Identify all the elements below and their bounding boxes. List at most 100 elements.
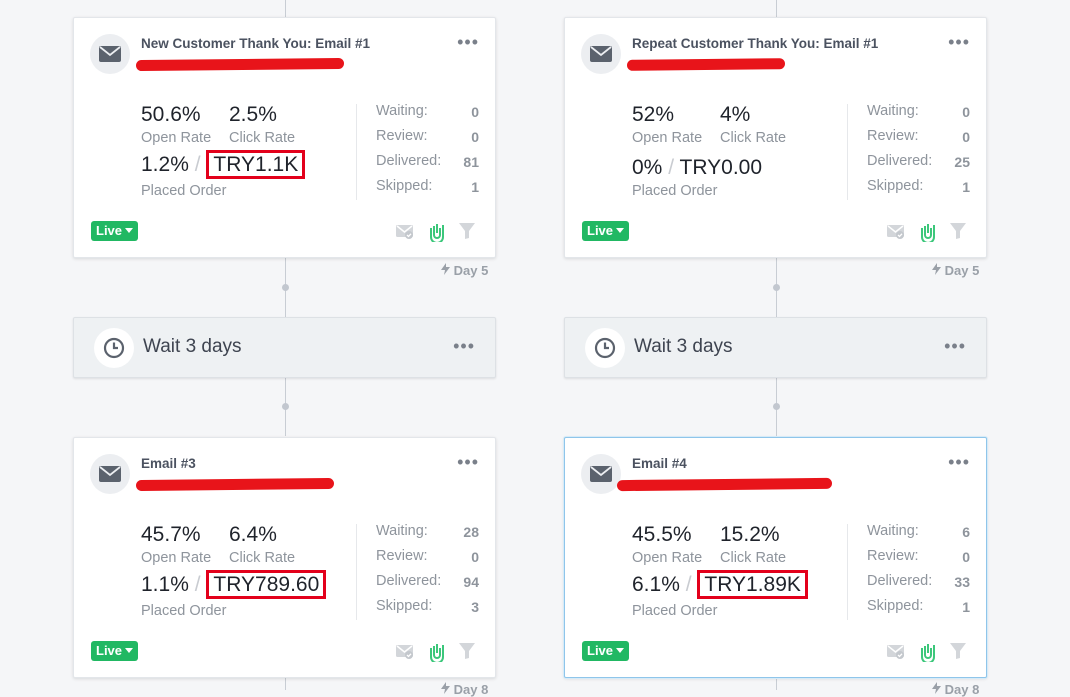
placed-order-metric: 0% / TRY0.00 — [632, 156, 762, 180]
more-icon[interactable]: ••• — [948, 32, 970, 52]
live-status-dropdown[interactable]: Live — [582, 641, 630, 661]
mail-check-icon[interactable] — [396, 642, 414, 660]
flow-connector — [285, 678, 286, 690]
link-icon[interactable] — [428, 642, 446, 664]
email-card-repeat-customer[interactable]: Repeat Customer Thank You: Email #1 ••• … — [564, 17, 987, 258]
email-card-new-customer[interactable]: New Customer Thank You: Email #1 ••• 50.… — [73, 17, 496, 258]
stat-label-delivered: Delivered: — [376, 153, 442, 169]
stat-value-delivered: 81 — [463, 154, 479, 170]
placed-order-revenue: TRY789.60 — [206, 570, 327, 599]
separator: / — [194, 573, 201, 596]
stat-label-review: Review: — [867, 548, 919, 564]
stat-value-waiting: 6 — [962, 524, 970, 540]
mail-icon — [581, 454, 621, 494]
link-icon[interactable] — [919, 222, 937, 244]
open-rate-label: Open Rate — [141, 550, 212, 566]
stat-label-skipped: Skipped: — [376, 178, 433, 194]
lightning-icon — [441, 263, 450, 278]
caret-down-icon — [125, 228, 134, 233]
open-rate-label: Open Rate — [141, 130, 212, 146]
live-status-dropdown[interactable]: Live — [582, 221, 630, 241]
redacted-subject — [135, 477, 335, 492]
click-rate-value: 6.4% — [229, 523, 277, 546]
email-card-email-4[interactable]: Email #4 ••• 45.5% Open Rate 15.2% Click… — [564, 437, 987, 678]
separator: / — [685, 573, 692, 596]
lightning-icon — [932, 263, 941, 278]
open-rate-value: 45.7% — [141, 523, 201, 546]
placed-order-metric: 6.1% / TRY1.89K — [632, 570, 808, 599]
redacted-subject — [626, 58, 786, 71]
more-icon[interactable]: ••• — [944, 336, 966, 356]
filter-icon[interactable] — [458, 642, 476, 660]
open-rate-value: 45.5% — [632, 523, 692, 546]
stat-value-review: 0 — [471, 129, 479, 145]
placed-order-percent: 0% — [632, 156, 663, 179]
placed-order-percent: 1.2% — [141, 153, 189, 176]
stat-value-delivered: 33 — [954, 574, 970, 590]
divider — [847, 104, 848, 200]
filter-icon[interactable] — [949, 642, 967, 660]
wait-label: Wait 3 days — [143, 336, 242, 357]
clock-icon — [585, 328, 625, 368]
delay-day-label: Day 5 — [932, 263, 979, 278]
connector-dot — [773, 284, 780, 291]
placed-order-metric: 1.2% / TRY1.1K — [141, 150, 306, 179]
stat-label-waiting: Waiting: — [867, 523, 919, 539]
stat-label-waiting: Waiting: — [376, 523, 428, 539]
lightning-icon — [441, 682, 450, 697]
email-title[interactable]: Email #4 — [632, 456, 687, 471]
live-status-dropdown[interactable]: Live — [91, 221, 139, 241]
filter-icon[interactable] — [458, 222, 476, 240]
mail-icon — [581, 34, 621, 74]
status-label: Live — [96, 643, 123, 658]
mail-check-icon[interactable] — [396, 222, 414, 240]
day-value: Day 5 — [453, 263, 489, 278]
flow-connector — [285, 0, 286, 17]
mail-check-icon[interactable] — [887, 642, 905, 660]
stat-label-review: Review: — [867, 128, 919, 144]
more-icon[interactable]: ••• — [457, 32, 479, 52]
more-icon[interactable]: ••• — [457, 452, 479, 472]
redacted-subject — [135, 57, 345, 72]
stat-value-waiting: 0 — [471, 104, 479, 120]
wait-step[interactable]: Wait 3 days ••• — [73, 317, 496, 378]
open-rate-value: 50.6% — [141, 103, 201, 126]
clock-icon — [94, 328, 134, 368]
link-icon[interactable] — [919, 642, 937, 664]
placed-order-metric: 1.1% / TRY789.60 — [141, 570, 327, 599]
stat-label-waiting: Waiting: — [376, 103, 428, 119]
redacted-subject — [616, 477, 833, 492]
stat-label-skipped: Skipped: — [867, 598, 924, 614]
stat-value-review: 0 — [962, 129, 970, 145]
stat-label-skipped: Skipped: — [867, 178, 924, 194]
open-rate-value: 52% — [632, 103, 675, 126]
caret-down-icon — [125, 648, 134, 653]
mail-icon — [90, 454, 130, 494]
click-rate-label: Click Rate — [720, 130, 787, 146]
email-title[interactable]: Email #3 — [141, 456, 196, 471]
live-status-dropdown[interactable]: Live — [91, 641, 139, 661]
email-card-email-3[interactable]: Email #3 ••• 45.7% Open Rate 6.4% Click … — [73, 437, 496, 678]
wait-step[interactable]: Wait 3 days ••• — [564, 317, 987, 378]
stat-value-waiting: 28 — [463, 524, 479, 540]
divider — [847, 524, 848, 620]
more-icon[interactable]: ••• — [948, 452, 970, 472]
more-icon[interactable]: ••• — [453, 336, 475, 356]
placed-order-label: Placed Order — [632, 603, 718, 619]
click-rate-label: Click Rate — [720, 550, 787, 566]
email-title[interactable]: New Customer Thank You: Email #1 — [141, 36, 371, 51]
stat-value-delivered: 25 — [954, 154, 970, 170]
click-rate-value: 4% — [720, 103, 751, 126]
placed-order-percent: 1.1% — [141, 573, 189, 596]
status-label: Live — [587, 643, 614, 658]
stat-value-skipped: 1 — [962, 599, 970, 615]
mail-check-icon[interactable] — [887, 222, 905, 240]
filter-icon[interactable] — [949, 222, 967, 240]
placed-order-revenue: TRY1.1K — [206, 150, 306, 179]
stat-value-review: 0 — [471, 549, 479, 565]
mail-icon — [90, 34, 130, 74]
click-rate-value: 15.2% — [720, 523, 780, 546]
placed-order-label: Placed Order — [141, 603, 227, 619]
email-title[interactable]: Repeat Customer Thank You: Email #1 — [632, 36, 879, 51]
link-icon[interactable] — [428, 222, 446, 244]
